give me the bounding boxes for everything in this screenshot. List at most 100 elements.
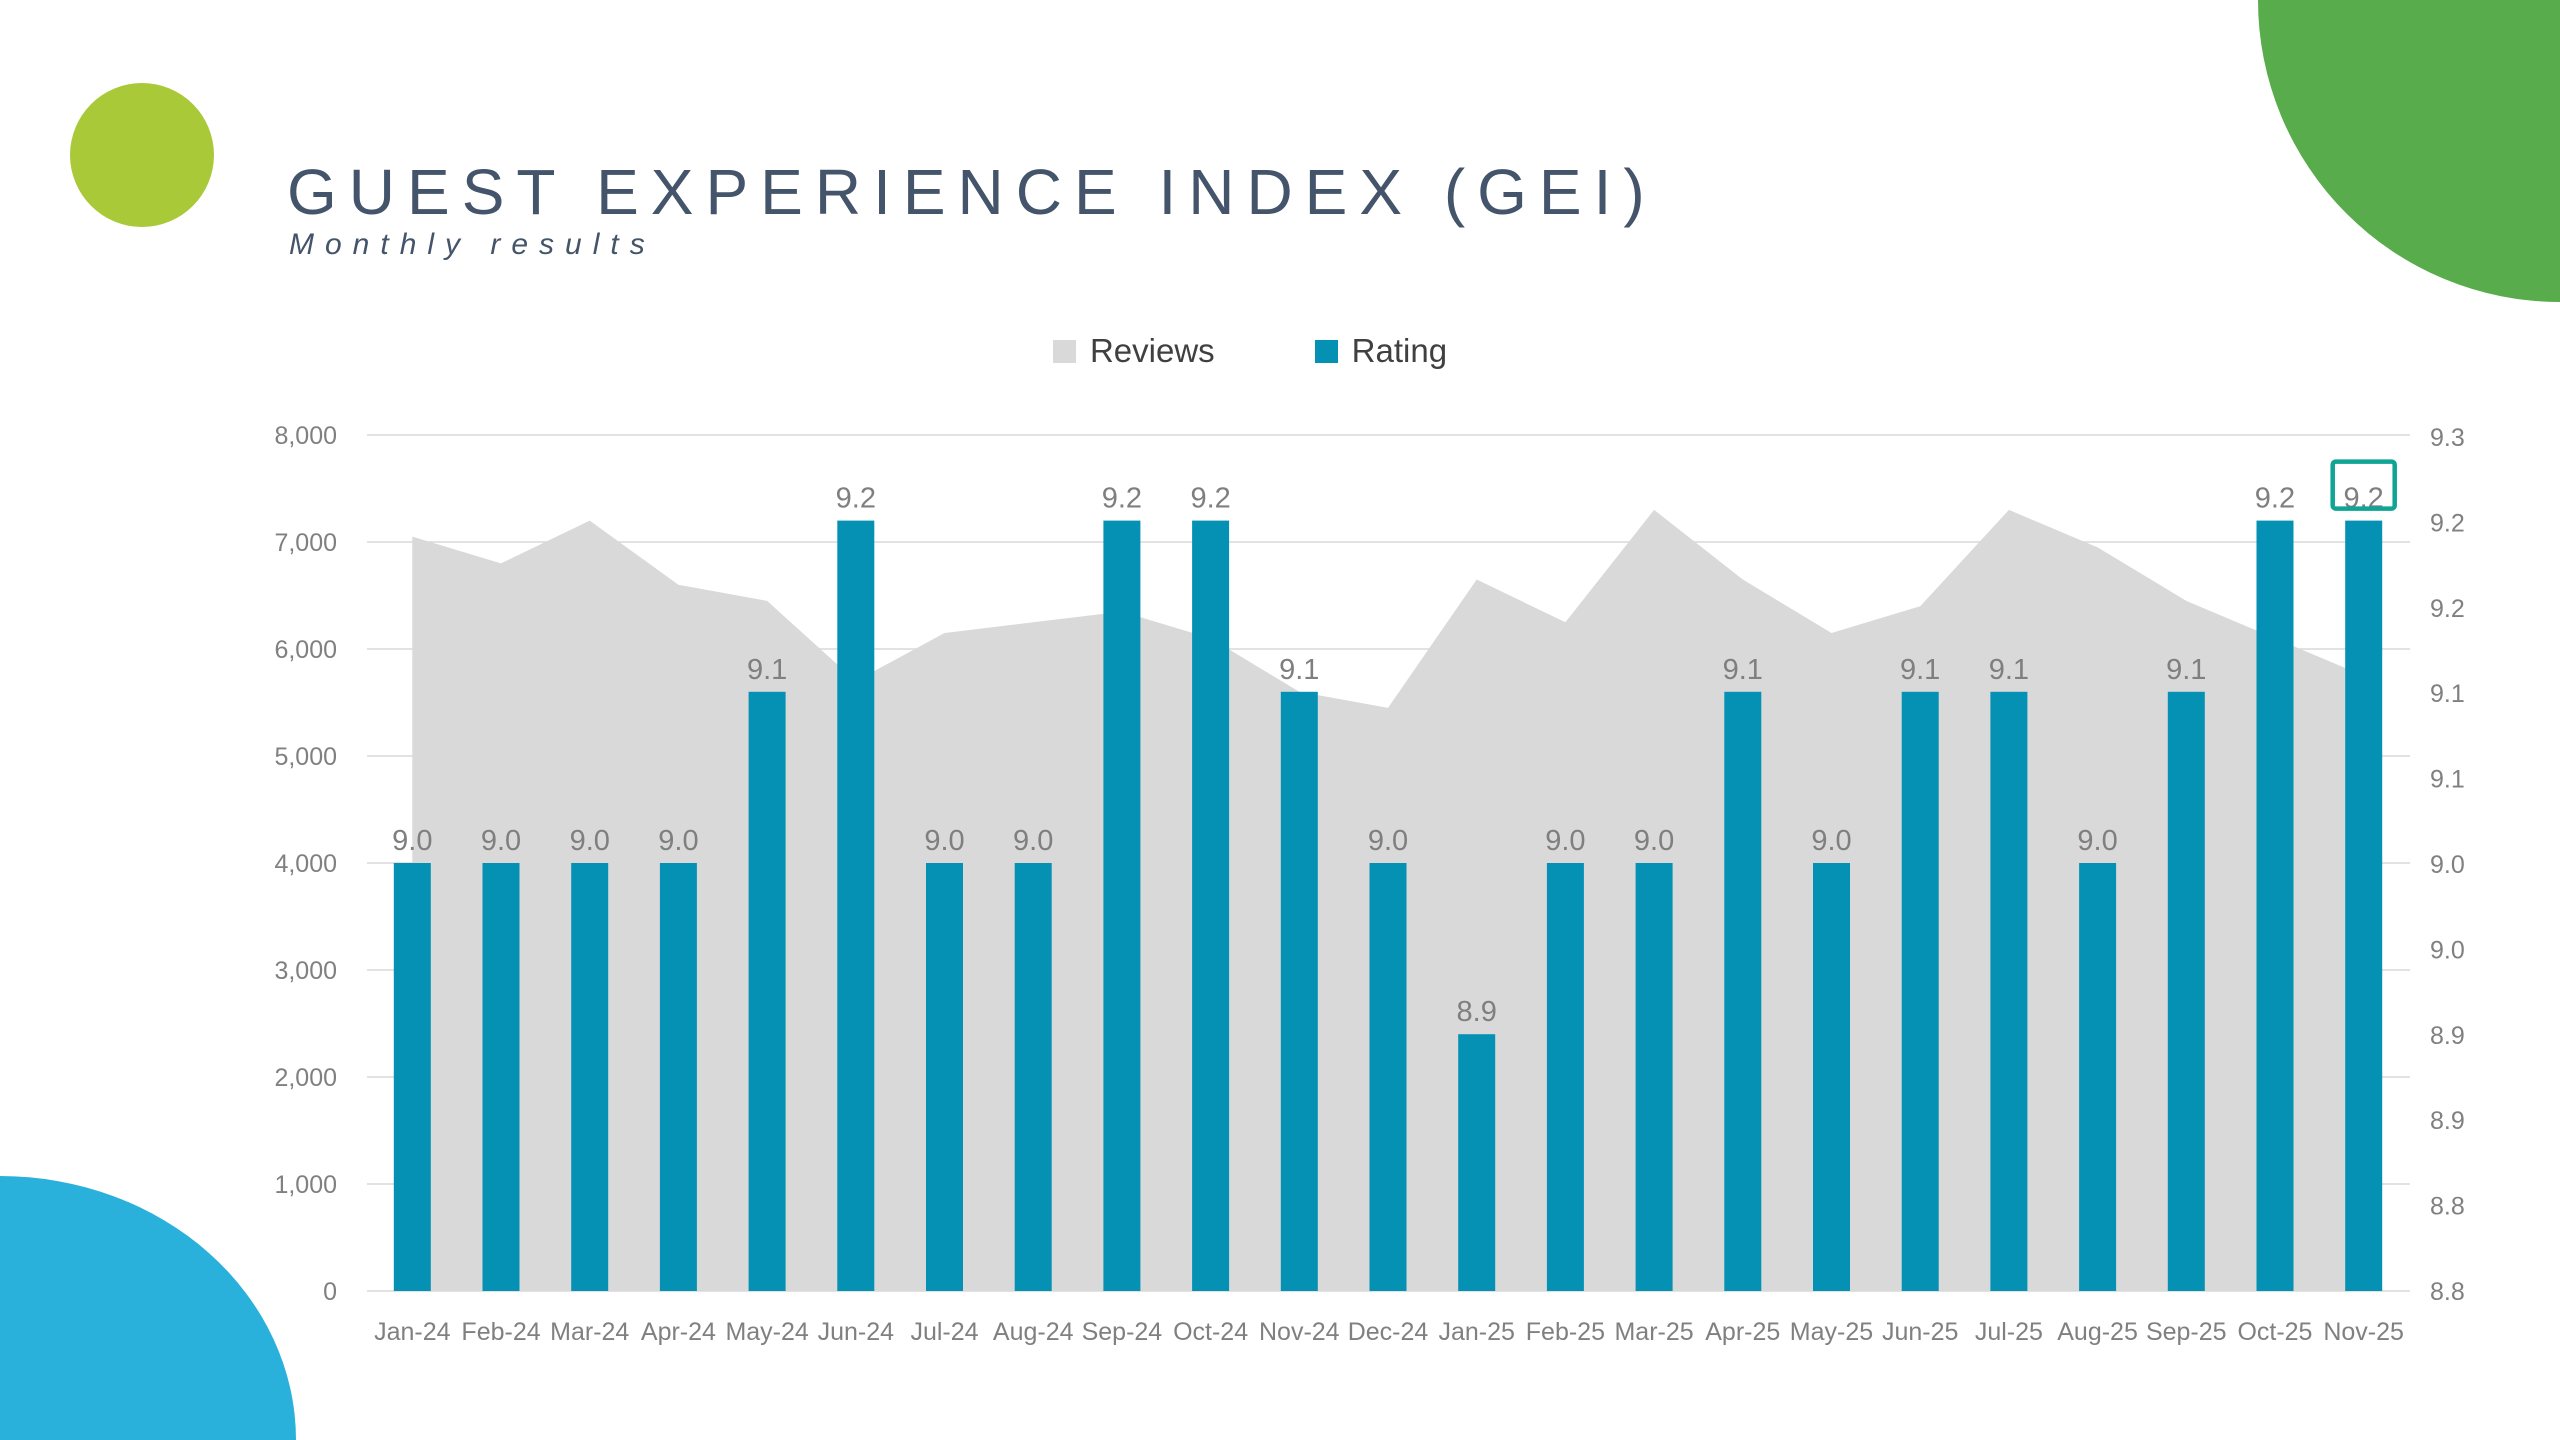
- left-axis-tick-label: 0: [323, 1278, 337, 1306]
- rating-bar-Apr-25: [1724, 691, 1762, 1291]
- x-axis-label-Apr-24: Apr-24: [641, 1318, 716, 1346]
- right-axis-tick-label: 9.1: [2430, 766, 2465, 794]
- x-axis-label-Jun-25: Jun-25: [1882, 1318, 1958, 1346]
- rating-bar-Jun-25: [1901, 691, 1939, 1291]
- page-subtitle: Monthly results: [289, 228, 656, 261]
- rating-data-label: 9.1: [2166, 654, 2206, 686]
- rating-bar-Aug-24: [1014, 863, 1052, 1291]
- rating-bar-Dec-24: [1369, 863, 1407, 1291]
- legend-item-rating: Rating: [1314, 332, 1448, 370]
- rating-data-label: 9.0: [570, 825, 610, 857]
- rating-data-label: 9.0: [481, 825, 521, 857]
- right-axis-tick-label: 9.2: [2430, 509, 2465, 537]
- rating-data-label: 9.0: [1013, 825, 1053, 857]
- right-axis-tick-label: 9.0: [2430, 936, 2465, 964]
- decorative-lime-circle: [70, 83, 214, 227]
- left-axis-tick-label: 4,000: [274, 850, 337, 878]
- x-axis-label-Aug-24: Aug-24: [993, 1318, 1074, 1346]
- rating-data-label: 9.0: [392, 825, 432, 857]
- rating-data-label: 9.1: [1989, 654, 2029, 686]
- rating-bar-Sep-25: [2167, 691, 2205, 1291]
- rating-bar-Nov-24: [1280, 691, 1318, 1291]
- x-axis-label-Jul-24: Jul-24: [910, 1318, 978, 1346]
- rating-bar-Oct-24: [1192, 520, 1230, 1291]
- left-axis-tick-label: 7,000: [274, 529, 337, 557]
- rating-bar-Jun-24: [837, 520, 875, 1291]
- x-axis-label-Mar-25: Mar-25: [1614, 1318, 1693, 1346]
- left-axis-tick-label: 1,000: [274, 1171, 337, 1199]
- reviews-swatch-icon: [1052, 339, 1076, 363]
- right-axis-tick-label: 9.0: [2430, 851, 2465, 879]
- chart-legend: Reviews Rating: [0, 332, 2500, 370]
- rating-bar-Jan-25: [1458, 1034, 1496, 1291]
- legend-item-reviews: Reviews: [1052, 332, 1215, 370]
- left-axis-tick-label: 6,000: [274, 636, 337, 664]
- rating-bar-Sep-24: [1103, 520, 1141, 1291]
- x-axis-label-Jul-25: Jul-25: [1975, 1318, 2043, 1346]
- rating-data-label: 9.0: [1545, 825, 1585, 857]
- x-axis-label-Nov-25: Nov-25: [2323, 1318, 2404, 1346]
- rating-data-label: 9.2: [1190, 483, 1230, 515]
- x-axis-label-Nov-24: Nov-24: [1259, 1318, 1340, 1346]
- x-axis-label-Sep-25: Sep-25: [2146, 1318, 2227, 1346]
- rating-bar-May-24: [748, 691, 786, 1291]
- rating-bar-Feb-25: [1546, 863, 1584, 1291]
- page-title: GUEST EXPERIENCE INDEX (GEI): [287, 155, 1657, 228]
- right-axis-tick-label: 8.9: [2430, 1107, 2465, 1135]
- rating-data-label: 9.1: [1279, 654, 1319, 686]
- x-axis-label-Oct-24: Oct-24: [1173, 1318, 1248, 1346]
- rating-data-label: 9.0: [924, 825, 964, 857]
- rating-bar-Apr-24: [659, 863, 697, 1291]
- x-axis-label-Mar-24: Mar-24: [550, 1318, 629, 1346]
- right-axis-tick-label: 8.8: [2430, 1278, 2465, 1306]
- x-axis-label-Jan-25: Jan-25: [1438, 1318, 1514, 1346]
- x-axis-label-Dec-24: Dec-24: [1348, 1318, 1429, 1346]
- x-axis-label-Feb-25: Feb-25: [1526, 1318, 1605, 1346]
- legend-label-rating: Rating: [1351, 332, 1448, 369]
- rating-data-label: 9.0: [1634, 825, 1674, 857]
- x-axis-label-Oct-25: Oct-25: [2237, 1318, 2312, 1346]
- rating-bar-Feb-24: [482, 863, 520, 1291]
- x-axis-label-Aug-25: Aug-25: [2057, 1318, 2138, 1346]
- x-axis-label-Jan-24: Jan-24: [374, 1318, 451, 1346]
- left-axis-tick-label: 2,000: [274, 1064, 337, 1092]
- rating-data-label: 9.2: [1102, 483, 1142, 515]
- rating-data-label: 9.0: [1811, 825, 1851, 857]
- x-axis-label-Feb-24: Feb-24: [461, 1318, 540, 1346]
- rating-bar-Jul-24: [926, 863, 963, 1291]
- rating-data-label: 9.0: [2077, 825, 2117, 857]
- legend-label-reviews: Reviews: [1089, 332, 1215, 369]
- highlight-box-latest-rating: [2330, 459, 2397, 511]
- left-axis-tick-label: 3,000: [274, 957, 337, 985]
- x-axis-label-May-25: May-25: [1790, 1318, 1873, 1346]
- rating-data-label: 9.0: [658, 825, 698, 857]
- x-axis-label-Apr-25: Apr-25: [1705, 1318, 1780, 1346]
- x-axis-label-Jun-24: Jun-24: [818, 1318, 895, 1346]
- left-axis-tick-label: 8,000: [274, 422, 337, 450]
- rating-bar-Nov-25: [2345, 520, 2383, 1291]
- rating-data-label: 9.1: [1723, 654, 1763, 686]
- right-axis-tick-label: 9.3: [2430, 424, 2465, 452]
- rating-data-label: 9.2: [836, 483, 876, 515]
- right-axis-tick-label: 9.1: [2430, 680, 2465, 708]
- rating-data-label: 9.2: [2255, 483, 2295, 515]
- right-axis-tick-label: 9.2: [2430, 595, 2465, 623]
- rating-data-label: 9.0: [1368, 825, 1408, 857]
- rating-bar-May-25: [1813, 863, 1850, 1291]
- x-axis-label-Sep-24: Sep-24: [1082, 1318, 1163, 1346]
- rating-swatch-icon: [1314, 339, 1338, 363]
- rating-data-label: 8.9: [1457, 996, 1497, 1028]
- rating-bar-Jan-24: [393, 863, 431, 1291]
- rating-bar-Oct-25: [2256, 520, 2294, 1291]
- rating-bar-Aug-25: [2079, 863, 2117, 1291]
- rating-bar-Jul-25: [1990, 691, 2028, 1291]
- right-axis-tick-label: 8.8: [2430, 1193, 2465, 1221]
- right-axis-tick-label: 8.9: [2430, 1022, 2465, 1050]
- x-axis-label-May-24: May-24: [725, 1318, 808, 1346]
- rating-data-label: 9.1: [1900, 654, 1940, 686]
- rating-data-label: 9.1: [747, 654, 787, 686]
- rating-bar-Mar-25: [1635, 863, 1673, 1291]
- rating-bar-Mar-24: [571, 863, 609, 1291]
- left-axis-tick-label: 5,000: [274, 743, 337, 771]
